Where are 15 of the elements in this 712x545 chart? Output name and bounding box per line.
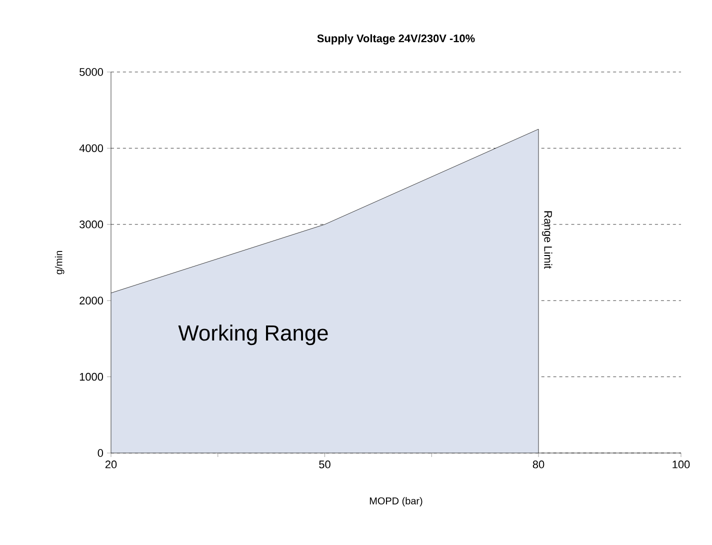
y-tick-label: 0 (98, 449, 104, 457)
chart-title: Supply Voltage 24V/230V -10% (317, 34, 475, 45)
y-tick-label: 4000 (79, 144, 104, 152)
x-tick-label: 50 (319, 460, 330, 468)
x-axis-title: MOPD (bar) (370, 497, 422, 506)
y-tick-label: 5000 (80, 68, 104, 76)
y-tick-label: 3000 (80, 220, 104, 228)
annotation: Working Range (178, 324, 328, 346)
x-tick-label: 100 (672, 460, 690, 468)
x-tick-label: 20 (105, 460, 117, 468)
y-tick-label: 2000 (80, 296, 104, 304)
x-tick-label: 80 (532, 460, 544, 468)
y-tick-label: 1000 (80, 372, 104, 381)
y-axis-title: g/min (54, 250, 64, 274)
annotation: Range Limit (542, 211, 552, 269)
